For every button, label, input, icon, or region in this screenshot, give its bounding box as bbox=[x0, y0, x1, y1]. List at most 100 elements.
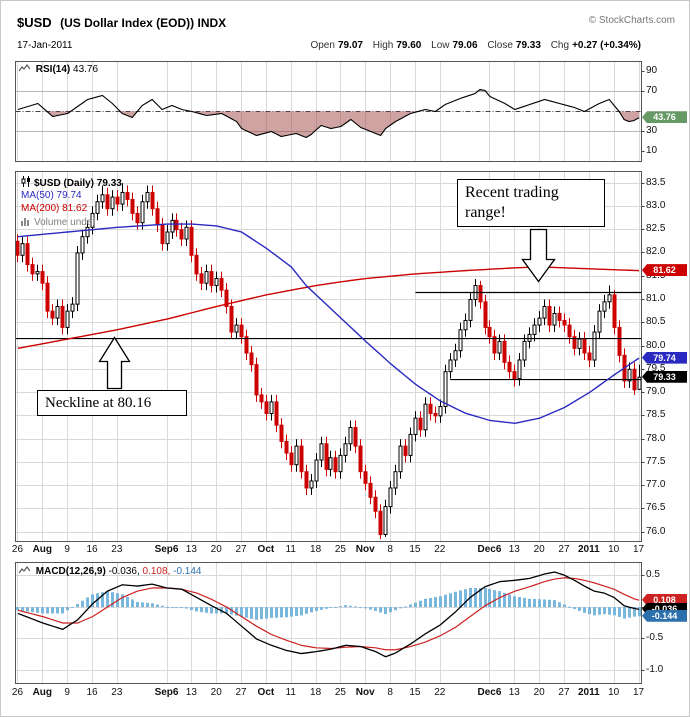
rsi-y-axis-label: 90 bbox=[646, 65, 658, 76]
price-y-axis-label: 78.5 bbox=[646, 409, 666, 421]
chart-date: 17-Jan-2011 bbox=[17, 40, 73, 51]
macd-value-flag: -0.144 bbox=[642, 609, 687, 622]
chg-label: Chg bbox=[550, 40, 570, 51]
x-axis-label: 15 bbox=[409, 687, 421, 698]
macd-y-axis-label: -1.0 bbox=[646, 664, 664, 676]
x-axis-label: 9 bbox=[64, 687, 70, 698]
annotation-neckline: Neckline at 80.16 bbox=[37, 390, 187, 416]
macd-value-signal: 0.108, bbox=[142, 566, 171, 577]
macd-value-flag: 0.108 bbox=[642, 593, 687, 606]
x-axis-label: 27 bbox=[235, 687, 247, 698]
price-value-flag: 79.33 bbox=[642, 370, 687, 383]
volume-bars-icon bbox=[21, 217, 31, 230]
x-axis-label: 8 bbox=[387, 544, 393, 555]
macd-value-line: -0.036, bbox=[108, 566, 140, 577]
indicator-line-icon bbox=[18, 64, 31, 76]
legend-text: $USD (Daily) 79.33 bbox=[34, 178, 122, 189]
x-axis-label: 11 bbox=[285, 544, 296, 555]
legend-item: MA(50) 79.74 bbox=[21, 190, 82, 202]
stockcharts-credit: © StockCharts.com bbox=[588, 15, 675, 26]
x-axis-label: 17 bbox=[632, 544, 645, 555]
x-axis-label: Sep6 bbox=[154, 687, 179, 698]
annotation-trading-range: Recent trading range! bbox=[457, 179, 605, 227]
x-axis-label: 23 bbox=[111, 544, 123, 555]
close-value: 79.33 bbox=[515, 40, 541, 51]
price-value-flag: 81.62 bbox=[642, 264, 687, 277]
price-y-axis-label: 79.5 bbox=[646, 362, 666, 374]
x-axis-label: Oct bbox=[257, 687, 275, 698]
rsi-value: 43.76 bbox=[73, 64, 99, 75]
x-axis-label: 18 bbox=[310, 544, 322, 555]
x-axis-label: 11 bbox=[285, 687, 296, 698]
legend-item: $USD (Daily) 79.33 bbox=[21, 176, 122, 191]
open-label: Open bbox=[310, 40, 335, 51]
low-value: 79.06 bbox=[452, 40, 478, 51]
price-y-axis-label: 83.5 bbox=[646, 176, 666, 188]
open-value: 79.07 bbox=[337, 40, 363, 51]
x-axis-label: 22 bbox=[434, 544, 446, 555]
x-axis-label: 8 bbox=[387, 687, 393, 698]
legend-text: MA(200) 81.62 bbox=[21, 203, 88, 214]
x-axis-label: 17 bbox=[632, 687, 645, 698]
symbol-name: (US Dollar Index (EOD)) INDX bbox=[60, 16, 227, 30]
x-axis-label: 26 bbox=[11, 687, 24, 698]
x-axis-label: 20 bbox=[533, 544, 545, 555]
x-axis-label: 2011 bbox=[577, 687, 600, 698]
macd-label: MACD(12,26,9) -0.036, 0.108, -0.144 bbox=[18, 566, 201, 578]
x-axis-label: 27 bbox=[235, 544, 247, 555]
x-axis-label: Sep6 bbox=[154, 544, 179, 555]
x-axis-label: 20 bbox=[210, 687, 222, 698]
x-axis-label: 23 bbox=[111, 687, 123, 698]
symbol: $USD bbox=[17, 15, 52, 30]
macd-y-axis-label: -0.5 bbox=[646, 632, 664, 644]
x-axis-label: 10 bbox=[608, 544, 620, 555]
rsi-y-axis-label: 70 bbox=[646, 85, 658, 96]
x-axis-label: 25 bbox=[334, 687, 346, 698]
rsi-name: RSI(14) bbox=[35, 64, 71, 75]
rsi-y-axis-label: 30 bbox=[646, 125, 658, 136]
x-axis-label: 22 bbox=[434, 687, 446, 698]
indicator-line-icon bbox=[18, 566, 31, 578]
price-y-axis-label: 80.0 bbox=[646, 339, 666, 351]
price-y-axis-label: 83.0 bbox=[646, 199, 666, 211]
rsi-value-flag: 43.76 bbox=[642, 111, 687, 124]
x-axis-label: 27 bbox=[558, 687, 570, 698]
chart-header: $USD (US Dollar Index (EOD)) INDX © Stoc… bbox=[17, 14, 681, 32]
x-axis-label: 13 bbox=[185, 687, 197, 698]
x-axis-label: 16 bbox=[86, 544, 98, 555]
x-axis-label: Nov bbox=[355, 544, 375, 555]
price-y-axis-label: 80.5 bbox=[646, 316, 666, 328]
close-label: Close bbox=[487, 40, 513, 51]
x-axis-label: Oct bbox=[257, 544, 275, 555]
high-value: 79.60 bbox=[396, 40, 422, 51]
x-axis-label: 13 bbox=[185, 544, 197, 555]
x-axis-label: 26 bbox=[11, 544, 24, 555]
legend-item: MA(200) 81.62 bbox=[21, 203, 87, 215]
macd-name: MACD(12,26,9) bbox=[35, 566, 106, 577]
x-axis-label: 20 bbox=[210, 544, 222, 555]
low-label: Low bbox=[431, 40, 450, 51]
rsi-label: RSI(14) 43.76 bbox=[18, 64, 99, 76]
price-value-flag: 79.74 bbox=[642, 351, 687, 364]
x-axis-label: 13 bbox=[508, 687, 520, 698]
x-axis-label: 25 bbox=[334, 544, 346, 555]
x-axis-label: Aug bbox=[32, 687, 53, 698]
x-axis-label: 10 bbox=[608, 687, 620, 698]
macd-y-axis-label: 0.5 bbox=[646, 568, 660, 580]
x-axis-label: 20 bbox=[533, 687, 545, 698]
x-axis-label: Dec6 bbox=[477, 544, 502, 555]
legend-text: MA(50) 79.74 bbox=[21, 189, 82, 201]
price-y-axis-label: 78.0 bbox=[646, 432, 666, 444]
price-y-axis-label: 77.5 bbox=[646, 455, 666, 467]
legend-item: Volume undef bbox=[21, 217, 95, 230]
chg-value: +0.27 (+0.34%) bbox=[572, 40, 641, 51]
x-axis-label: 27 bbox=[558, 544, 570, 555]
x-axis-label: 16 bbox=[86, 687, 98, 698]
x-axis-label: 2011 bbox=[577, 544, 600, 555]
price-y-axis-label: 76.5 bbox=[646, 502, 666, 514]
price-y-axis-label: 81.0 bbox=[646, 292, 666, 304]
rsi-y-axis-label: 10 bbox=[646, 145, 658, 156]
high-label: High bbox=[372, 40, 394, 51]
